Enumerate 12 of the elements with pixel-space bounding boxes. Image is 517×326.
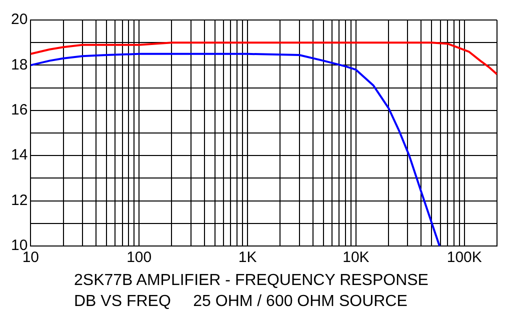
text: 2SK77B AMPLIFIER - FREQUENCY RESPONSE <box>74 271 430 291</box>
x-tick-label: 10 <box>22 249 40 266</box>
y-tick-label: 14 <box>10 146 28 164</box>
text: DB VS FREQ 25 OHM / 600 OHM SOURCE <box>74 292 408 312</box>
y-tick-label: 16 <box>10 102 28 119</box>
y-tick-label: 12 <box>10 192 28 209</box>
y-tick-label: 18 <box>10 56 28 74</box>
x-tick-label: 100 <box>126 249 152 266</box>
x-tick-label: 100K <box>446 249 482 266</box>
x-tick-label: 10K <box>342 249 370 266</box>
y-tick-label: 20 <box>10 11 28 28</box>
x-tick-label: 1K <box>238 249 257 266</box>
